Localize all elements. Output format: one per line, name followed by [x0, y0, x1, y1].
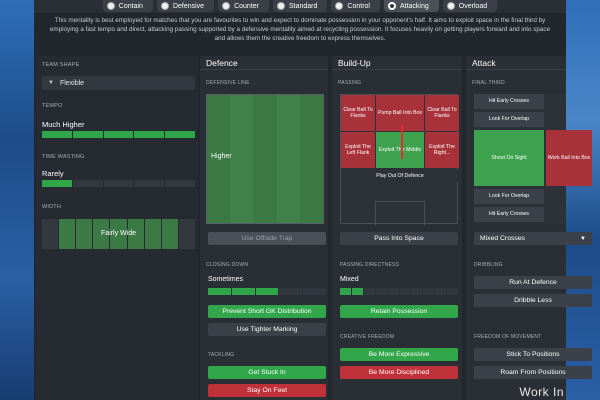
work-ball-into-box[interactable]: Work Ball Into Box [546, 130, 592, 186]
be-more-expressive-button[interactable]: Be More Expressive [340, 348, 458, 361]
arrow-up-icon [401, 125, 403, 159]
tackling-label: TACKLING [208, 352, 235, 358]
team-settings-column: TEAM SHAPE ▼ Flexible TEMPO Much Higher … [36, 56, 198, 400]
mentality-description: This mentality is best employed for matc… [49, 17, 551, 42]
width-value: Fairly Wide [100, 230, 136, 237]
chevron-down-icon: ▼ [48, 80, 54, 86]
team-shape-value: Flexible [59, 79, 85, 87]
crosses-value: Mixed Crosses [480, 235, 525, 242]
team-shape-label: TEAM SHAPE [42, 62, 80, 68]
freedom-of-movement-label: FREEDOM OF MOVEMENT [474, 334, 542, 340]
passing-directness-slider[interactable] [340, 288, 459, 295]
time-wasting-value: Rarely [42, 169, 64, 178]
background-right [560, 0, 600, 400]
width-label: WIDTH [42, 204, 62, 210]
tempo-slider[interactable] [42, 131, 195, 138]
tempo-value: Much Higher [42, 120, 85, 129]
time-wasting-slider[interactable] [42, 180, 195, 187]
radio-icon [106, 2, 115, 10]
defensive-line-pitch[interactable]: Higher [206, 94, 324, 224]
radio-selected-icon [387, 2, 396, 10]
creative-freedom-label: CREATIVE FREEDOM [340, 334, 395, 340]
clear-to-flanks-right[interactable]: Clear Ball To Flanks [425, 95, 459, 131]
crosses-dropdown[interactable]: Mixed Crosses ▼ [474, 232, 592, 245]
mentality-control[interactable]: Control [331, 0, 380, 12]
mentality-contain[interactable]: Contain [102, 0, 153, 12]
look-for-overlap-top[interactable]: Look For Overlap [474, 112, 544, 127]
width-pitch[interactable] [42, 219, 195, 249]
radio-icon [446, 2, 455, 10]
hit-early-crosses-bottom[interactable]: Hit Early Crosses [474, 207, 544, 222]
attack-title: Attack [466, 56, 566, 70]
passing-label: PASSING [338, 80, 362, 86]
radio-icon [335, 2, 344, 10]
mentality-standard[interactable]: Standard [272, 0, 328, 12]
penalty-box [375, 201, 425, 225]
stay-on-feet-button[interactable]: Stay On Feet [208, 384, 326, 397]
dribble-less-button[interactable]: Dribble Less [474, 294, 592, 307]
offside-trap-button[interactable]: Use Offside Trap [208, 232, 326, 245]
watermark-text: Work In [519, 385, 564, 399]
time-wasting-label: TIME WASTING [42, 154, 85, 160]
shoot-on-sight[interactable]: Shoot On Sight [474, 130, 544, 186]
passing-pitch: Clear Ball To Flanks Pump Ball Into Box … [340, 94, 459, 225]
final-third-pitch: Hit Early Crosses Look For Overlap Shoot… [474, 94, 592, 224]
prevent-short-gk-button[interactable]: Prevent Short GK Distribution [208, 305, 326, 318]
defensive-line-label: DEFENSIVE LINE [206, 80, 250, 86]
passing-directness-label: PASSING DIRECTNESS [340, 262, 400, 268]
exploit-middle[interactable]: Exploit The Middle [376, 132, 424, 168]
exploit-right-flank[interactable]: Exploit The Right... [425, 132, 459, 168]
tighter-marking-button[interactable]: Use Tighter Marking [208, 323, 326, 336]
mentality-bar: Contain Defensive Counter Standard Contr… [34, 0, 566, 13]
defence-column: Defence DEFENSIVE LINE Higher Use Offsid… [200, 56, 328, 400]
pass-into-space-button[interactable]: Pass Into Space [340, 232, 458, 245]
defensive-line-value: Higher [211, 153, 232, 160]
look-for-overlap-bottom[interactable]: Look For Overlap [474, 189, 544, 204]
pump-ball-into-box[interactable]: Pump Ball Into Box [376, 95, 424, 131]
team-shape-dropdown[interactable]: ▼ Flexible [42, 76, 195, 90]
hit-early-crosses-top[interactable]: Hit Early Crosses [474, 94, 544, 109]
be-more-disciplined-button[interactable]: Be More Disciplined [340, 366, 458, 379]
stick-to-positions-button[interactable]: Stick To Positions [474, 348, 592, 361]
roam-from-positions-button[interactable]: Roam From Positions [474, 366, 592, 379]
background-left [0, 0, 40, 400]
mentality-attacking[interactable]: Attacking [383, 0, 439, 12]
closing-down-label: CLOSING DOWN [206, 262, 249, 268]
radio-icon [160, 2, 169, 10]
run-at-defence-button[interactable]: Run At Defence [474, 276, 592, 289]
tempo-label: TEMPO [42, 103, 63, 109]
attack-column: Attack FINAL THIRD Hit Early Crosses Loo… [466, 56, 592, 400]
mentality-counter[interactable]: Counter [218, 0, 269, 12]
passing-directness-value: Mixed [340, 276, 359, 283]
buildup-title: Build-Up [332, 56, 462, 70]
exploit-left-flank[interactable]: Exploit The Left Flank [341, 132, 375, 168]
radio-icon [276, 2, 285, 10]
buildup-column: Build-Up PASSING Clear Ball To Flanks Pu… [332, 56, 462, 400]
chevron-down-icon: ▼ [580, 235, 586, 242]
get-stuck-in-button[interactable]: Get Stuck In [208, 366, 326, 379]
clear-to-flanks-left[interactable]: Clear Ball To Flanks [341, 95, 375, 131]
closing-down-value: Sometimes [208, 276, 244, 283]
play-out-of-defence[interactable]: Play Out Of Defence [341, 170, 459, 182]
closing-down-slider[interactable] [208, 288, 326, 295]
defence-title: Defence [200, 56, 328, 70]
mentality-overload[interactable]: Overload [442, 0, 498, 12]
mentality-defensive[interactable]: Defensive [156, 0, 215, 12]
tactics-panel: Contain Defensive Counter Standard Contr… [34, 0, 592, 400]
retain-possession-button[interactable]: Retain Possession [340, 305, 458, 318]
radio-icon [222, 2, 231, 10]
final-third-label: FINAL THIRD [472, 80, 505, 86]
dribbling-label: DRIBBLING [474, 262, 503, 268]
